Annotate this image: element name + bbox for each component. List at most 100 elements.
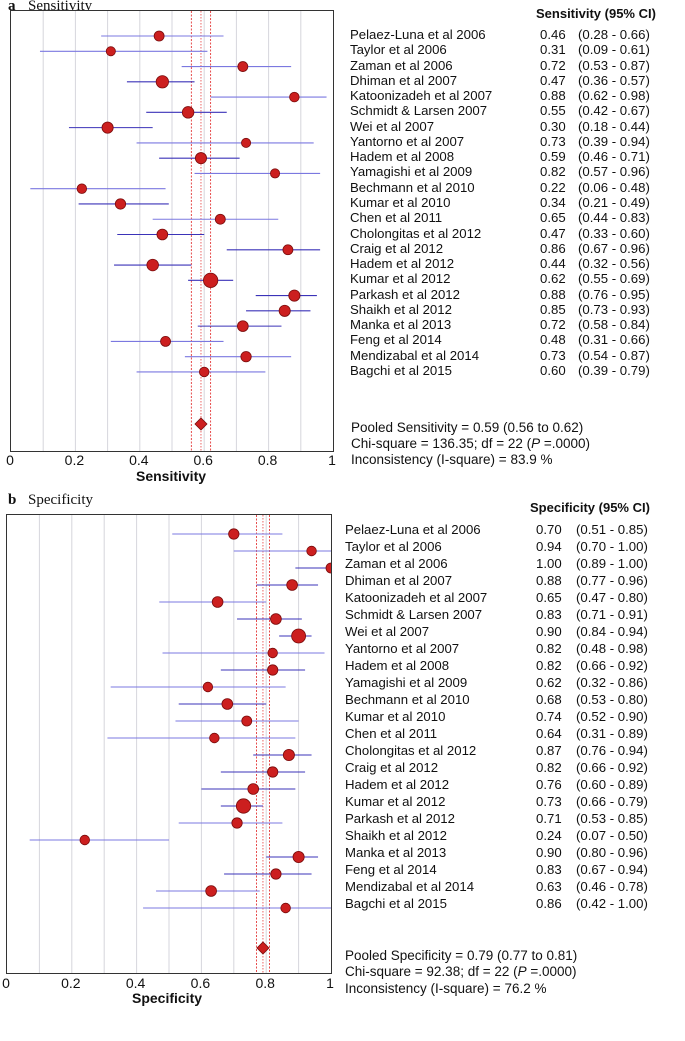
inconsistency: Inconsistency (I-square) = 83.9 %: [351, 452, 553, 467]
study-estimate-point: [228, 528, 240, 540]
study-ci: (0.71 - 0.91): [576, 607, 648, 622]
study-name: Hadem et al 2012: [350, 256, 455, 272]
plot-area: [10, 10, 334, 452]
study-estimate: 0.68: [536, 692, 562, 707]
panel-label: b: [8, 492, 17, 508]
study-estimate-point: [270, 168, 281, 179]
sensitivity-panel: a Sensitivity Sensitivity (95% CI) Pelae…: [0, 0, 685, 520]
study-estimate: 0.72: [540, 317, 566, 333]
study-name: Bagchi et al 2015: [350, 362, 452, 378]
study-estimate-point: [203, 272, 219, 288]
study-ci: (0.48 - 0.98): [576, 641, 648, 656]
study-name: Shaikh et al 2012: [345, 828, 447, 843]
study-estimate: 0.74: [536, 709, 562, 724]
study-estimate: 0.63: [536, 879, 562, 894]
study-estimate-point: [241, 137, 252, 148]
study-ci: (0.52 - 0.90): [576, 709, 648, 724]
study-estimate-point: [214, 213, 226, 225]
x-tick-label: 0.8: [255, 975, 275, 991]
study-ci: (0.47 - 0.80): [576, 590, 648, 605]
study-ci: (0.58 - 0.84): [578, 317, 650, 333]
study-estimate: 1.00: [536, 556, 562, 571]
study-name: Kumar et al 2010: [350, 194, 451, 210]
x-axis-title: Sensitivity: [135, 468, 207, 484]
study-estimate-point: [105, 46, 116, 57]
study-ci: (0.62 - 0.98): [578, 88, 650, 104]
study-estimate-point: [267, 664, 279, 676]
forest-plot-svg: [29, 515, 331, 973]
study-ci: (0.84 - 0.94): [576, 624, 648, 639]
study-ci: (0.51 - 0.85): [576, 522, 648, 537]
study-estimate: 0.88: [540, 286, 566, 302]
study-ci: (0.53 - 0.80): [576, 692, 648, 707]
study-estimate-point: [194, 152, 207, 165]
study-ci: (0.07 - 0.50): [576, 828, 648, 843]
study-estimate-point: [325, 562, 331, 574]
study-name: Dhiman et al 2007: [345, 573, 453, 588]
study-ci: (0.21 - 0.49): [578, 194, 650, 210]
x-tick-label: 0: [6, 452, 14, 468]
x-tick-label: 0.6: [190, 975, 211, 991]
study-estimate-point: [198, 366, 210, 378]
study-name: Wei et al 2007: [345, 624, 430, 639]
study-estimate-point: [146, 258, 159, 272]
study-name: Craig et al 2012: [345, 760, 439, 775]
study-name: Schmidt & Larsen 2007: [345, 607, 483, 622]
x-tick-label: 0.8: [257, 452, 278, 468]
study-estimate-point: [267, 647, 278, 659]
study-estimate: 0.64: [536, 726, 562, 741]
study-name: Kumar et al 2010: [345, 709, 446, 724]
study-name: Chen et al 2011: [345, 726, 438, 741]
x-tick-label: 0.4: [125, 975, 146, 991]
study-estimate-point: [221, 698, 234, 710]
study-estimate-point: [205, 885, 217, 897]
study-ci: (0.39 - 0.94): [578, 133, 650, 149]
study-estimate: 0.87: [536, 743, 562, 758]
study-estimate-point: [237, 320, 249, 332]
study-estimate: 0.73: [540, 347, 566, 363]
study-estimate-point: [241, 715, 253, 727]
study-ci: (0.44 - 0.83): [578, 210, 650, 226]
x-tick-label: 0.2: [64, 452, 85, 468]
study-estimate: 0.47: [540, 225, 566, 241]
study-estimate: 0.82: [536, 760, 562, 775]
study-name: Wei et al 2007: [350, 118, 435, 134]
study-estimate: 0.73: [536, 794, 562, 809]
study-ci: (0.42 - 1.00): [576, 896, 648, 911]
study-estimate-point: [247, 783, 260, 795]
study-name: Katoonizadeh et al 2007: [345, 590, 488, 605]
study-estimate: 0.82: [540, 164, 566, 180]
study-estimate-point: [288, 289, 301, 302]
study-ci: (0.80 - 0.96): [576, 845, 648, 860]
pooled-diamond: [194, 417, 208, 431]
study-name: Hadem et al 2012: [345, 777, 450, 792]
study-estimate: 0.90: [536, 845, 562, 860]
study-name: Yantorno et al 2007: [350, 133, 465, 149]
study-estimate-point: [282, 244, 294, 256]
study-estimate: 0.62: [536, 675, 562, 690]
study-ci: (0.89 - 1.00): [576, 556, 648, 571]
study-estimate-point: [280, 902, 291, 914]
pooled-estimate: Pooled Specificity = 0.79 (0.77 to 0.81): [345, 948, 578, 963]
study-ci: (0.18 - 0.44): [578, 118, 650, 134]
study-estimate: 0.22: [540, 179, 566, 195]
study-estimate: 0.73: [540, 133, 566, 149]
study-name: Hadem et al 2008: [350, 149, 455, 165]
column-header: Specificity (95% CI): [530, 500, 650, 515]
study-estimate-point: [181, 106, 195, 119]
x-tick-label: 1: [328, 452, 336, 468]
study-estimate-point: [267, 766, 279, 778]
study-ci: (0.60 - 0.89): [576, 777, 648, 792]
study-ci: (0.70 - 1.00): [576, 539, 648, 554]
study-estimate: 0.55: [540, 103, 566, 119]
chi-square: Chi-square = 92.38; df = 22 (P =.0000): [345, 964, 577, 979]
study-ci: (0.76 - 0.95): [578, 286, 650, 302]
study-estimate-point: [270, 613, 282, 625]
panel-label: a: [8, 0, 16, 14]
study-ci: (0.31 - 0.66): [578, 332, 650, 348]
inconsistency: Inconsistency (I-square) = 76.2 %: [345, 981, 547, 996]
study-estimate: 0.62: [540, 271, 566, 287]
study-estimate-point: [270, 868, 282, 880]
x-tick-label: 0.2: [61, 975, 81, 991]
study-estimate-point: [282, 748, 295, 761]
